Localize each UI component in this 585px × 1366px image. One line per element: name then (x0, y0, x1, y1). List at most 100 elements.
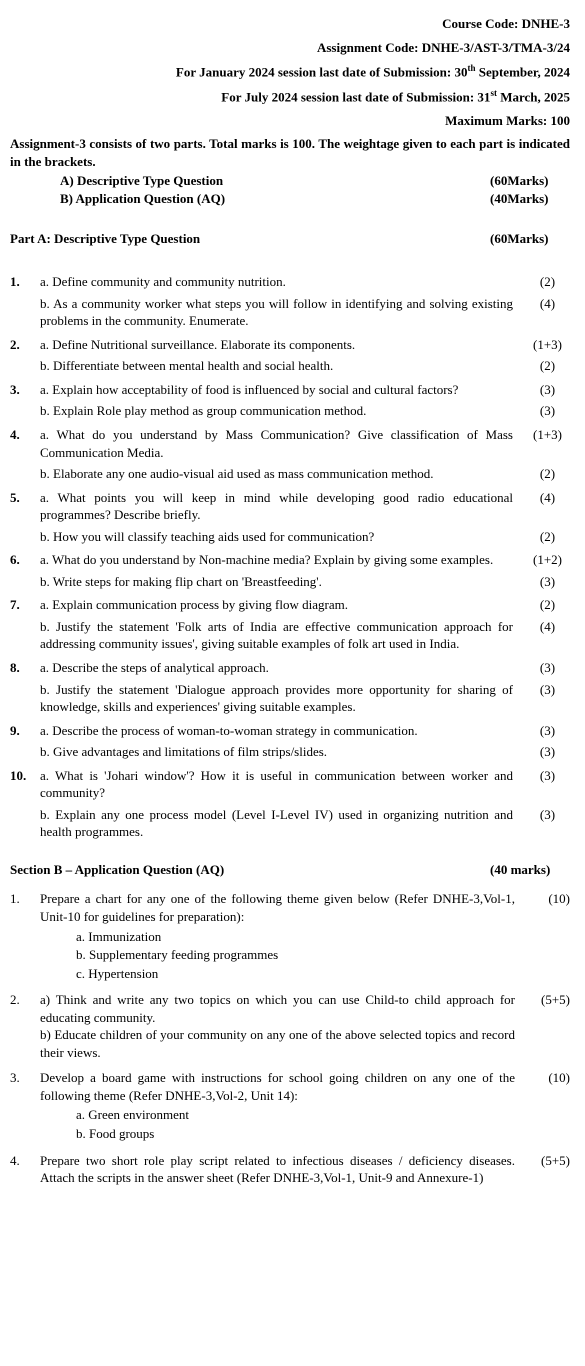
question-row: b. As a community worker what steps you … (10, 295, 570, 330)
question-number: 2. (10, 336, 40, 354)
question-text: a. What is 'Johari window'? How it is us… (40, 767, 525, 802)
question-marks: (1+2) (525, 551, 570, 569)
section-b-title: Section B – Application Question (AQ) (10, 861, 490, 879)
question-text: b. Write steps for making flip chart on … (40, 573, 525, 591)
question-group: 7.a. Explain communication process by gi… (10, 596, 570, 653)
question-group: 10.a. What is 'Johari window'? How it is… (10, 767, 570, 841)
question-row: b. Give advantages and limitations of fi… (10, 743, 570, 761)
question-row: b. Explain any one process model (Level … (10, 806, 570, 841)
document-container: Course Code: DNHE-3 Assignment Code: DNH… (10, 15, 570, 1187)
question-group: 6.a. What do you understand by Non-machi… (10, 551, 570, 590)
question-row: 5.a. What points you will keep in mind w… (10, 489, 570, 524)
type-b-label: B) Application Question (AQ) (60, 190, 490, 208)
question-number: 6. (10, 551, 40, 569)
question-row: 6.a. What do you understand by Non-machi… (10, 551, 570, 569)
sub-list: a. Immunizationb. Supplementary feeding … (76, 928, 515, 983)
question-text: b. Explain any one process model (Level … (40, 806, 525, 841)
sub-item: b. Food groups (76, 1125, 515, 1143)
part-a-title: Part A: Descriptive Type Question (10, 230, 490, 248)
course-code: Course Code: DNHE-3 (10, 15, 570, 33)
question-group: 9.a. Describe the process of woman-to-wo… (10, 722, 570, 761)
jul-session-end: March, 2025 (497, 89, 570, 104)
question-row: b. Write steps for making flip chart on … (10, 573, 570, 591)
question-number: 1. (10, 273, 40, 291)
question-number: 5. (10, 489, 40, 507)
jan-session-end: September, 2024 (476, 64, 571, 79)
question-number: 7. (10, 596, 40, 614)
question-text: a. Explain communication process by givi… (40, 596, 525, 614)
question-marks: (3) (525, 743, 570, 761)
sub-item: a. Green environment (76, 1106, 515, 1124)
b-question-row: 1.Prepare a chart for any one of the fol… (10, 890, 570, 983)
b-question-marks: (5+5) (525, 991, 570, 1009)
part-a-header: Part A: Descriptive Type Question (60Mar… (10, 230, 570, 248)
question-text: a. Describe the steps of analytical appr… (40, 659, 525, 677)
question-marks: (1+3) (525, 426, 570, 444)
section-b-questions: 1.Prepare a chart for any one of the fol… (10, 890, 570, 1186)
question-marks: (4) (525, 489, 570, 507)
question-marks: (3) (525, 573, 570, 591)
b-question-text2: b) Educate children of your community on… (40, 1026, 515, 1061)
question-marks: (3) (525, 402, 570, 420)
question-text: b. Differentiate between mental health a… (40, 357, 525, 375)
question-group: 2.a. Define Nutritional surveillance. El… (10, 336, 570, 375)
question-text: b. As a community worker what steps you … (40, 295, 525, 330)
jan-session-text: For January 2024 session last date of Su… (176, 64, 468, 79)
b-question-row: 3.Develop a board game with instructions… (10, 1069, 570, 1143)
question-text: a. Describe the process of woman-to-woma… (40, 722, 525, 740)
jul-session: For July 2024 session last date of Submi… (10, 87, 570, 106)
question-marks: (2) (525, 528, 570, 546)
question-group: 8.a. Describe the steps of analytical ap… (10, 659, 570, 716)
question-row: 8.a. Describe the steps of analytical ap… (10, 659, 570, 677)
question-row: b. Justify the statement 'Folk arts of I… (10, 618, 570, 653)
question-number: 9. (10, 722, 40, 740)
jan-session: For January 2024 session last date of Su… (10, 62, 570, 81)
b-question-row: 2.a) Think and write any two topics on w… (10, 991, 570, 1061)
question-row: 2.a. Define Nutritional surveillance. El… (10, 336, 570, 354)
question-text: b. Justify the statement 'Dialogue appro… (40, 681, 525, 716)
part-a-marks: (60Marks) (490, 230, 570, 248)
question-row: b. Differentiate between mental health a… (10, 357, 570, 375)
question-text: a. What points you will keep in mind whi… (40, 489, 525, 524)
b-question-number: 4. (10, 1152, 40, 1170)
max-marks: Maximum Marks: 100 (10, 112, 570, 130)
sub-item: c. Hypertension (76, 965, 515, 983)
question-number: 10. (10, 767, 40, 785)
jan-session-sup: th (467, 63, 475, 73)
question-text: a. What do you understand by Mass Commun… (40, 426, 525, 461)
type-a-row: A) Descriptive Type Question (60Marks) (60, 172, 570, 190)
question-text: b. Elaborate any one audio-visual aid us… (40, 465, 525, 483)
question-marks: (3) (525, 681, 570, 699)
question-group: 1.a. Define community and community nutr… (10, 273, 570, 330)
b-question-text: Prepare two short role play script relat… (40, 1152, 525, 1187)
question-marks: (4) (525, 618, 570, 636)
type-a-label: A) Descriptive Type Question (60, 172, 490, 190)
question-text: b. How you will classify teaching aids u… (40, 528, 525, 546)
b-question-number: 2. (10, 991, 40, 1009)
question-marks: (3) (525, 381, 570, 399)
b-question-row: 4.Prepare two short role play script rel… (10, 1152, 570, 1187)
question-marks: (2) (525, 596, 570, 614)
question-row: 3.a. Explain how acceptability of food i… (10, 381, 570, 399)
b-question-text: Develop a board game with instructions f… (40, 1069, 525, 1143)
assignment-code: Assignment Code: DNHE-3/AST-3/TMA-3/24 (10, 39, 570, 57)
question-row: b. How you will classify teaching aids u… (10, 528, 570, 546)
question-marks: (3) (525, 659, 570, 677)
sub-item: a. Immunization (76, 928, 515, 946)
sub-item: b. Supplementary feeding programmes (76, 946, 515, 964)
type-a-marks: (60Marks) (490, 172, 570, 190)
question-row: 10.a. What is 'Johari window'? How it is… (10, 767, 570, 802)
type-b-row: B) Application Question (AQ) (40Marks) (60, 190, 570, 208)
b-question-number: 1. (10, 890, 40, 908)
question-row: b. Justify the statement 'Dialogue appro… (10, 681, 570, 716)
b-question-marks: (10) (525, 890, 570, 908)
question-row: 7.a. Explain communication process by gi… (10, 596, 570, 614)
b-question-marks: (10) (525, 1069, 570, 1087)
question-text: a. Define Nutritional surveillance. Elab… (40, 336, 525, 354)
question-number: 3. (10, 381, 40, 399)
question-text: b. Explain Role play method as group com… (40, 402, 525, 420)
question-text: a. Define community and community nutrit… (40, 273, 525, 291)
section-b-marks: (40 marks) (490, 861, 570, 879)
question-row: 9.a. Describe the process of woman-to-wo… (10, 722, 570, 740)
question-marks: (3) (525, 722, 570, 740)
